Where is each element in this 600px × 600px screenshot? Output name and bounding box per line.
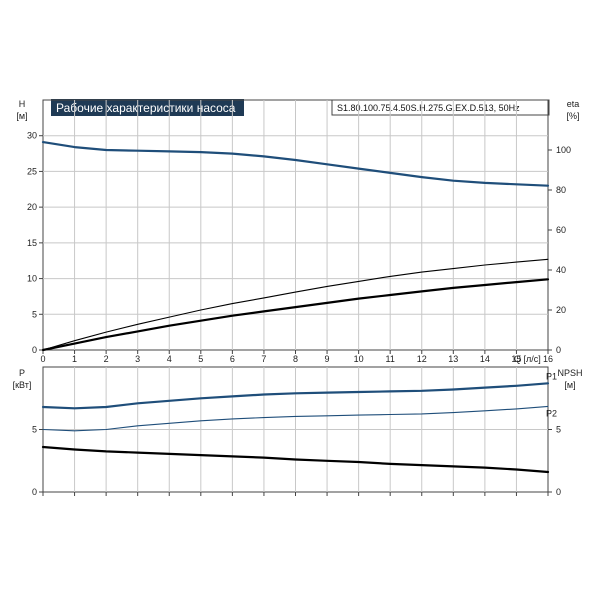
x-tick-label: 12	[417, 354, 427, 364]
x-tick-label: 5	[198, 354, 203, 364]
x-tick-label: 16	[543, 354, 553, 364]
bottom-series-line-p1	[41, 382, 550, 410]
top-series-line-2	[42, 258, 549, 351]
top-left-axis-label: H	[19, 99, 26, 109]
top-left-tick-label: 5	[32, 309, 37, 319]
top-right-axis-unit: [%]	[566, 111, 579, 121]
x-tick-label: 13	[448, 354, 458, 364]
x-axis-label: Q [л/с]	[514, 354, 541, 364]
x-tick-label: 11	[386, 354, 395, 364]
bottom-right-axis-label: NPSH	[557, 368, 582, 378]
top-left-tick-label: 25	[27, 166, 37, 176]
bottom-left-axis-label: P	[19, 368, 25, 378]
top-left-tick-label: 10	[27, 274, 37, 284]
x-tick-label: 9	[325, 354, 330, 364]
top-right-axis-label: eta	[567, 99, 580, 109]
model-label: S1.80.100.75.4.50S.H.275.G.EX.D.513, 50H…	[337, 103, 520, 113]
top-right-tick-label: 60	[556, 225, 566, 235]
top-series-line-1	[41, 141, 550, 187]
x-tick-label: 1	[72, 354, 77, 364]
bottom-series-line-3	[41, 445, 550, 474]
plot-layer: 0 1 2 3 4 5 6 7 8 9 10 11 12 13 14 15 160510152025300204…	[27, 99, 571, 497]
x-tick-label: 14	[480, 354, 490, 364]
x-tick-label: 6	[230, 354, 235, 364]
top-series-line-3	[41, 278, 550, 352]
bottom-left-tick-label: 5	[32, 425, 37, 435]
top-right-tick-label: 80	[556, 185, 566, 195]
top-left-axis-unit: [м]	[16, 111, 27, 121]
bottom-right-tick-label: 5	[556, 425, 561, 435]
series-label-p1: P1	[546, 371, 557, 381]
x-tick-label: 0	[40, 354, 45, 364]
bottom-left-tick-label: 0	[32, 487, 37, 497]
bottom-left-axis-unit: [кВт]	[13, 380, 32, 390]
x-tick-label: 4	[167, 354, 172, 364]
x-tick-label: 15	[511, 354, 521, 364]
bottom-series-line-p2	[42, 405, 549, 432]
x-tick-label: 10	[354, 354, 364, 364]
top-left-tick-label: 20	[27, 202, 37, 212]
chart-title: Рабочие характеристики насоса	[56, 101, 236, 115]
x-tick-label: 7	[261, 354, 266, 364]
bottom-right-tick-label: 0	[556, 487, 561, 497]
bottom-right-axis-unit: [м]	[564, 380, 575, 390]
top-left-tick-label: 0	[32, 345, 37, 355]
top-right-tick-label: 0	[556, 345, 561, 355]
top-left-tick-label: 30	[27, 131, 37, 141]
series-label-p2: P2	[546, 408, 557, 418]
x-tick-label: 3	[135, 354, 140, 364]
title-box	[51, 99, 244, 116]
x-tick-label: 2	[104, 354, 109, 364]
top-right-tick-label: 40	[556, 265, 566, 275]
top-right-tick-label: 100	[556, 145, 571, 155]
x-tick-label: 8	[293, 354, 298, 364]
top-left-tick-label: 15	[27, 238, 37, 248]
top-right-tick-label: 20	[556, 305, 566, 315]
